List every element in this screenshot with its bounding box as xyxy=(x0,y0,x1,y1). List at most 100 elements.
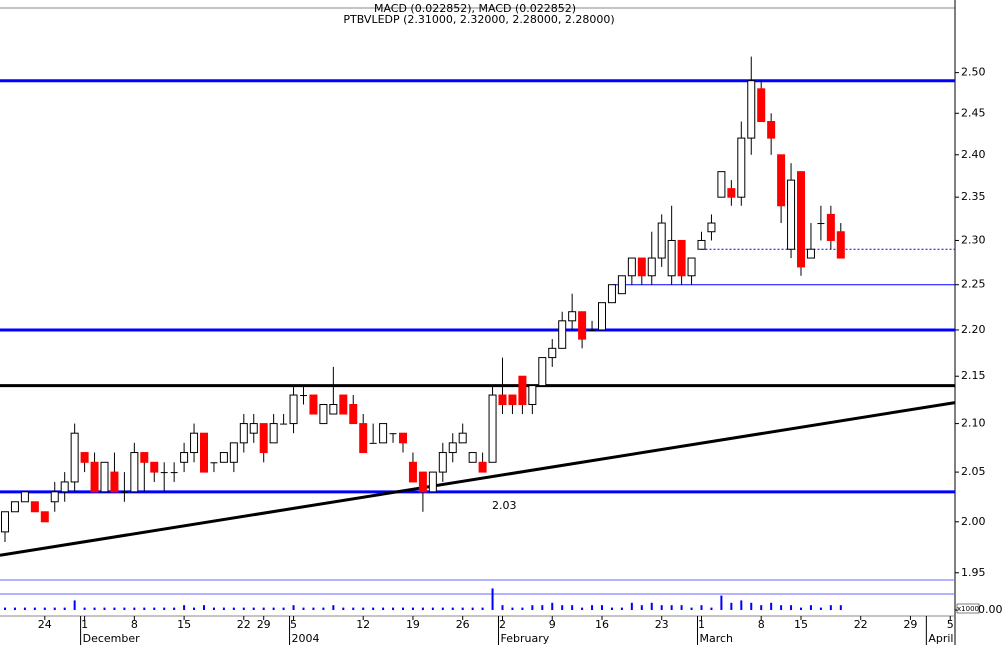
y-tick-label: 2.15 xyxy=(961,369,986,382)
y-tick-label: 2.00 xyxy=(961,515,986,528)
candle-body xyxy=(359,423,368,454)
volume-bar xyxy=(541,605,544,610)
volume-bar xyxy=(362,607,365,610)
y-tick-label: 2.25 xyxy=(961,278,986,291)
candle-body xyxy=(369,442,377,444)
candle-body xyxy=(647,257,656,277)
candle-body xyxy=(229,442,238,463)
candle-body xyxy=(60,481,69,493)
candle-body xyxy=(607,284,616,304)
volume-bar xyxy=(322,607,325,610)
candle-body xyxy=(190,432,199,454)
candle-body xyxy=(329,404,338,415)
candle-body xyxy=(249,423,258,434)
volume-bar xyxy=(451,607,454,610)
volume-bar xyxy=(551,602,554,610)
volume-bar xyxy=(193,607,196,610)
volume-bar xyxy=(392,607,395,610)
volume-bar xyxy=(153,607,156,610)
volume-bar xyxy=(93,607,96,610)
candle-body xyxy=(150,461,159,473)
candle-body xyxy=(707,222,716,233)
candle-body xyxy=(300,395,307,397)
candle-body xyxy=(339,394,348,415)
volume-unit-box xyxy=(956,603,980,614)
candle-body xyxy=(120,491,128,493)
month-label: April xyxy=(928,632,953,645)
candle-body xyxy=(767,121,776,139)
candle-body xyxy=(319,404,328,425)
volume-bar xyxy=(610,607,613,610)
volume-bar xyxy=(203,605,205,610)
volume-unit: x1000 xyxy=(957,605,979,613)
volume-bar xyxy=(33,607,36,610)
y-tick-label: 2.50 xyxy=(961,66,986,79)
volume-bar xyxy=(839,605,842,610)
y-tick-label: 2.05 xyxy=(961,465,986,478)
candle-body xyxy=(836,231,845,259)
candle-body xyxy=(488,394,497,463)
x-tick-label: 9 xyxy=(549,618,556,631)
candle-body xyxy=(428,471,437,493)
candle-body xyxy=(10,501,19,513)
candle-body xyxy=(379,423,388,444)
volume-bar xyxy=(620,607,623,610)
x-tick-label: 16 xyxy=(595,618,609,631)
candle-body xyxy=(757,88,766,123)
volume-bar xyxy=(819,607,822,610)
volume-bar xyxy=(660,605,663,610)
volume-bar xyxy=(690,607,693,610)
x-tick-label: 8 xyxy=(131,618,138,631)
candle-body xyxy=(637,257,646,277)
volume-bar xyxy=(630,602,633,610)
volume-bar xyxy=(282,607,285,610)
candle-body xyxy=(239,423,248,444)
volume-bar xyxy=(511,607,514,610)
candle-body xyxy=(518,375,527,406)
volume-bar xyxy=(292,605,295,610)
volume-bar xyxy=(481,607,484,610)
volume-bar xyxy=(242,607,245,610)
volume-bar xyxy=(173,607,176,610)
volume-bar xyxy=(581,607,584,610)
volume-bar xyxy=(262,607,265,610)
y-tick-label: 2.20 xyxy=(961,323,986,336)
volume-bar xyxy=(411,607,414,610)
candle-body xyxy=(538,357,547,387)
candle-body xyxy=(468,452,477,463)
x-tick-label: 12 xyxy=(356,618,370,631)
volume-bar xyxy=(421,607,424,610)
candle-body xyxy=(399,432,407,444)
volume-bar xyxy=(123,607,126,610)
volume-bar xyxy=(312,607,315,610)
y-tick-label: 2.30 xyxy=(961,233,986,246)
candle-body xyxy=(408,461,417,483)
volume-bar xyxy=(700,605,703,610)
volume-bar xyxy=(809,605,812,610)
volume-bar xyxy=(591,605,594,610)
volume-bar xyxy=(471,607,474,610)
volume-bar xyxy=(302,607,305,610)
volume-bar xyxy=(461,607,464,610)
volume-bar xyxy=(143,607,146,610)
x-tick-label: 15 xyxy=(794,618,808,631)
volume-bar xyxy=(680,605,683,610)
candle-body xyxy=(777,154,786,207)
volume-bar xyxy=(730,602,733,610)
y-tick-label: 1.95 xyxy=(961,566,986,579)
volume-bar xyxy=(232,607,235,610)
candle-body xyxy=(687,257,696,277)
x-tick-label: 29 xyxy=(257,618,271,631)
candle-body xyxy=(269,423,278,444)
trendline xyxy=(0,401,956,557)
volume-bar xyxy=(750,602,753,610)
candle-body xyxy=(817,223,825,225)
volume-bar xyxy=(740,600,743,610)
candle-body xyxy=(478,461,487,473)
volume-bar xyxy=(163,607,166,610)
x-tick-label: 5 xyxy=(290,618,297,631)
volume-bar xyxy=(272,607,275,610)
candle-body xyxy=(110,471,119,493)
x-tick-label: 1 xyxy=(81,618,88,631)
